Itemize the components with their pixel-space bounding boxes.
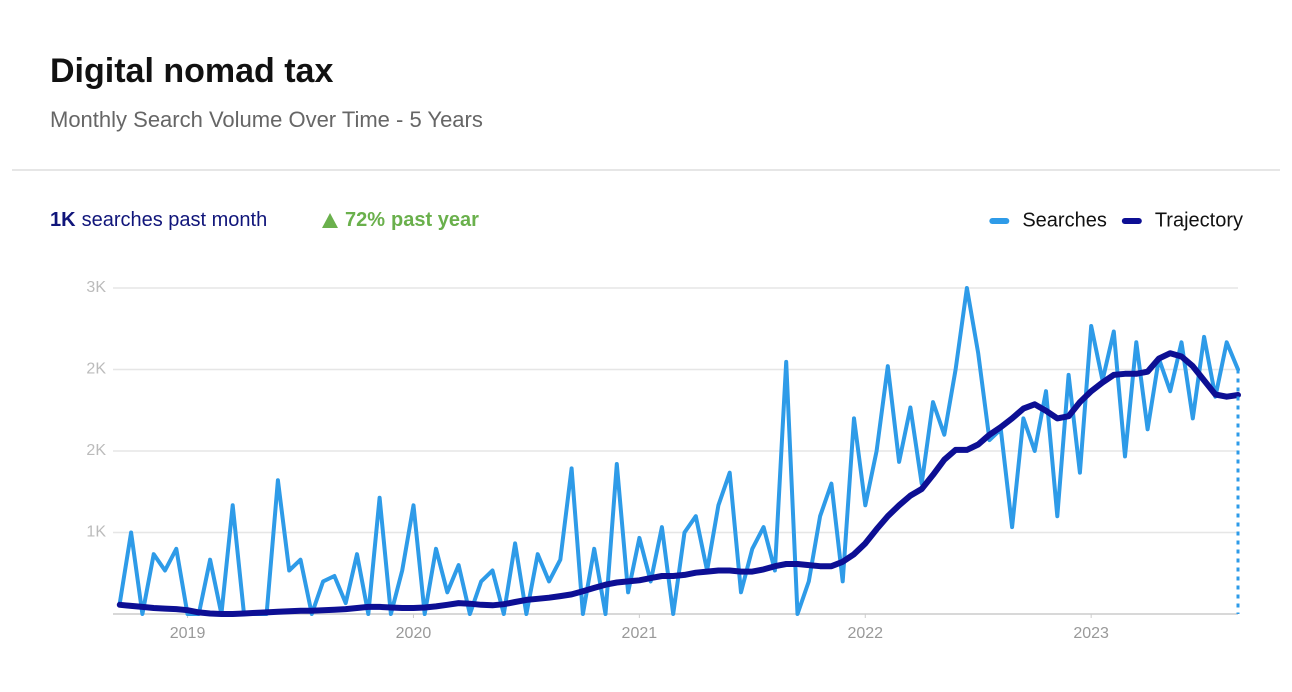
growth-label: past year (391, 209, 479, 231)
y-tick-label: 3K (86, 279, 106, 296)
subtitle: Monthly Search Volume Over Time - 5 Year… (50, 107, 483, 132)
growth-arrow (322, 213, 338, 228)
x-tick-label: 2020 (396, 625, 432, 642)
growth-value: 72% (345, 209, 385, 231)
y-tick-label: 2K (86, 442, 106, 459)
series-line (116, 350, 1241, 617)
stat-value: 1K (50, 209, 76, 231)
title: Digital nomad tax (50, 52, 333, 90)
y-tick-label: 1K (86, 524, 106, 541)
legend-label: Searches (1022, 209, 1107, 231)
x-tick-label: 2023 (1073, 625, 1109, 642)
stat: 1K searches past month (50, 209, 267, 231)
x-tick-label: 2019 (170, 625, 206, 642)
legend-label: Trajectory (1155, 209, 1243, 231)
x-tick-label: 2022 (847, 625, 883, 642)
stat-label: searches past month (82, 209, 268, 231)
x-tick-label: 2021 (622, 625, 658, 642)
y-tick-label: 2K (86, 361, 106, 378)
growth: 72% past year (345, 209, 479, 231)
